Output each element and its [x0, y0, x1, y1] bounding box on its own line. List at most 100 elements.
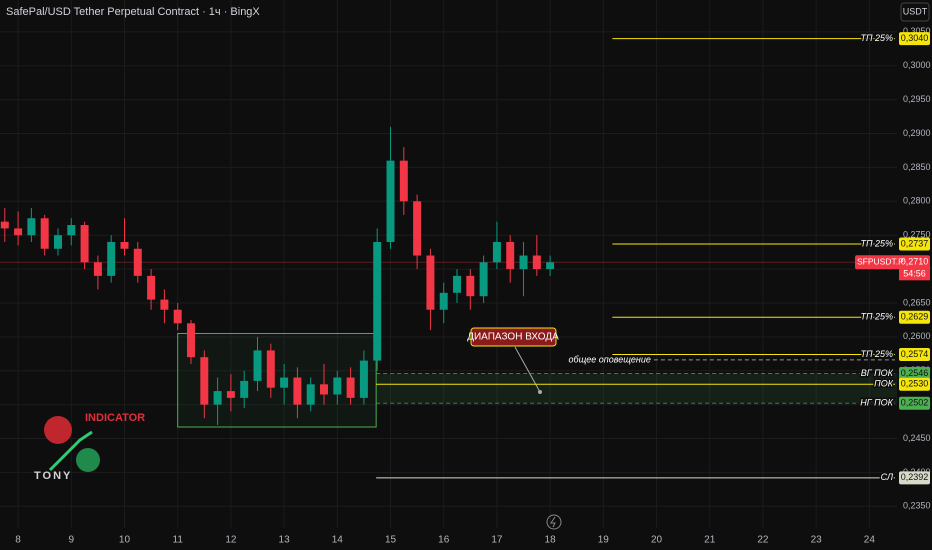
logo: INDICATOR TONY [34, 412, 145, 482]
candle-body [160, 299, 169, 310]
entry-zone-label-box [470, 327, 557, 347]
y-tick-label: 0,2900 [903, 128, 931, 138]
countdown: 54:56 [903, 269, 926, 279]
logo-arrow [48, 430, 93, 472]
level-name: общее оповещение [569, 354, 651, 364]
logo-bull [76, 448, 100, 472]
y-tick-label: 0,3000 [903, 60, 931, 70]
x-tick-label: 21 [704, 535, 716, 546]
level-price: 0,3040 [901, 33, 929, 43]
candle-body [479, 262, 488, 297]
last-price-tag [855, 255, 930, 270]
candle-body [67, 225, 76, 236]
candle-body [453, 275, 462, 293]
level-price: 0,2737 [901, 238, 929, 248]
candle-body [386, 160, 395, 242]
chart-title: SafePal/USD Tether Perpetual Contract · … [6, 6, 260, 18]
y-tick-label: 0,2450 [903, 433, 931, 443]
candle-body [373, 241, 382, 361]
currency[interactable]: USDT [903, 6, 928, 16]
candle-body [413, 201, 422, 256]
candle-body [519, 255, 528, 270]
y-tick-label: 0,2350 [903, 501, 931, 511]
logo-text: TONY [34, 470, 72, 482]
x-tick-label: 23 [811, 535, 823, 546]
level-price-tag [899, 32, 930, 46]
level-price-tag [899, 310, 930, 324]
candle-body [346, 377, 355, 398]
candle-body [532, 255, 541, 270]
last-price: 0,2710 [901, 257, 929, 267]
x-tick-label: 8 [15, 535, 21, 546]
y-tick-label: 0,2850 [903, 162, 931, 172]
level-name: ТП 25% [860, 238, 893, 248]
logo-text: INDICATOR [85, 412, 145, 424]
level-price-tag [899, 377, 930, 391]
candle-body [120, 241, 129, 249]
candle-body [466, 275, 475, 297]
level-name: ВГ ПОК [861, 368, 894, 378]
level-name: ТП 25% [860, 349, 893, 359]
currency-button[interactable] [900, 2, 930, 22]
y-tick-label: 0,2600 [903, 331, 931, 341]
y-tick-label: 0,3050 [903, 26, 931, 36]
candle-body [147, 275, 156, 300]
candle-body [280, 377, 289, 388]
candle-body [240, 380, 249, 398]
level-name: СЛ [881, 472, 894, 482]
candle-body [200, 357, 209, 405]
x-tick-label: 16 [438, 535, 450, 546]
candle-body [213, 391, 222, 405]
level-price-tag [899, 347, 930, 361]
level-price-tag [899, 237, 930, 251]
entry-arrow-tip [538, 390, 542, 394]
level-price: 0,2546 [901, 368, 929, 378]
replay-button[interactable] [546, 514, 562, 530]
level-price-tag [899, 366, 930, 380]
level-price: 0,2530 [901, 379, 929, 389]
candle-body [293, 377, 302, 405]
level-price: 0,2502 [901, 398, 929, 408]
candle-body [226, 391, 235, 398]
logo-bear [44, 416, 72, 444]
candle-body [54, 235, 62, 249]
level-name: НГ ПОК [860, 398, 893, 408]
y-tick-label: 0,2950 [903, 94, 931, 104]
candle-body [333, 377, 342, 395]
x-tick-label: 19 [598, 535, 610, 546]
x-tick-label: 12 [225, 535, 237, 546]
x-tick-label: 11 [173, 535, 184, 546]
level-name: ТП 25% [860, 312, 893, 322]
candle-body [173, 309, 182, 324]
replay-icon [550, 516, 556, 528]
x-tick-label: 24 [864, 535, 876, 546]
candle-body [80, 225, 89, 263]
x-tick-label: 15 [385, 535, 397, 546]
candle-body [93, 262, 102, 276]
candle-body [253, 350, 262, 381]
x-tick-label: 10 [119, 535, 131, 546]
candle-body [107, 241, 116, 276]
candle-body [306, 384, 315, 405]
candle-body [266, 350, 275, 388]
candle-body [27, 218, 36, 236]
x-tick-label: 22 [757, 535, 769, 546]
level-name: ПОК [874, 379, 894, 389]
level-price: 0,2629 [901, 312, 929, 322]
candle-body [14, 228, 23, 236]
x-tick-label: 13 [279, 535, 291, 546]
y-tick-label: 0,2750 [903, 230, 931, 240]
y-tick-label: 0,2650 [903, 297, 931, 307]
entry-zone-label: ДИАПАЗОН ВХОДА [467, 332, 559, 343]
x-tick-label: 14 [332, 535, 344, 546]
entry-zone [376, 373, 897, 404]
candle-body [187, 323, 195, 358]
candle-body [426, 255, 435, 310]
candle-body [492, 241, 501, 263]
candle-body [320, 384, 328, 395]
candle-body [0, 221, 9, 229]
x-tick-label: 20 [651, 535, 663, 546]
level-name: ТП 25% [860, 33, 893, 43]
